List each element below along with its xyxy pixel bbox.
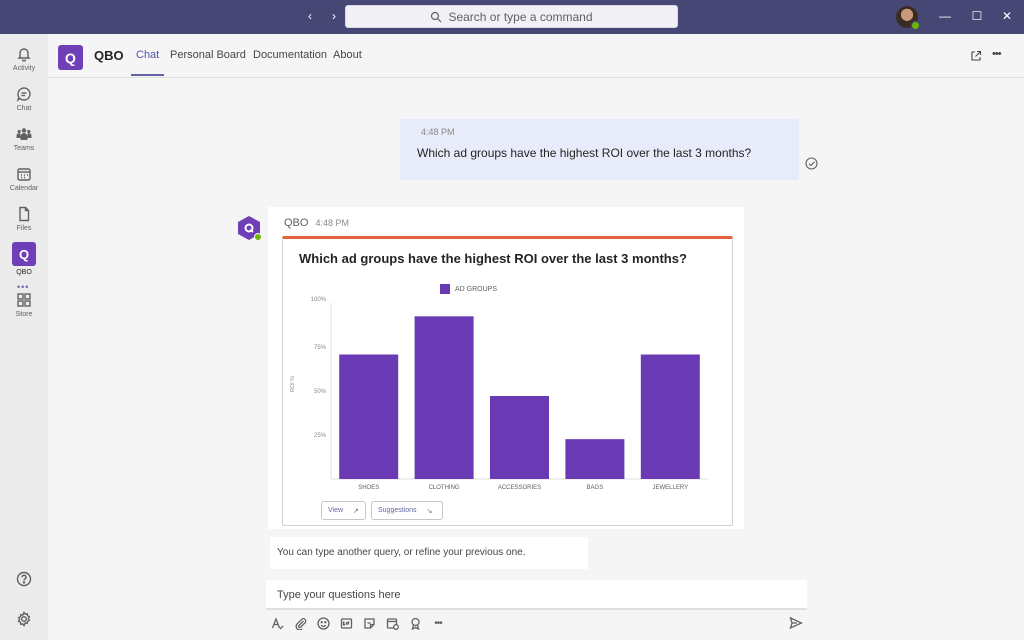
chart-legend: AD GROUPS	[440, 284, 497, 294]
app-rail: Activity Chat Teams Calendar Files Q QBO…	[0, 34, 48, 640]
suggestions-button-label: Suggestions	[378, 507, 417, 514]
compose-toolbar: •••	[270, 616, 445, 630]
presence-available-icon	[911, 21, 920, 30]
rail-label: Chat	[16, 105, 32, 112]
tab-chat[interactable]: Chat	[136, 49, 160, 61]
gif-icon[interactable]	[339, 616, 353, 630]
chat-icon	[16, 87, 31, 102]
store-icon	[17, 293, 31, 307]
search-placeholder: Search or type a command	[448, 9, 593, 24]
more-actions-icon[interactable]: •••	[434, 617, 443, 629]
rail-label: Activity	[12, 65, 36, 72]
qbo-bot-avatar[interactable]	[236, 215, 262, 241]
format-icon[interactable]	[270, 616, 284, 630]
settings-gear-icon[interactable]	[16, 611, 32, 627]
app-name: QBO	[94, 48, 124, 63]
message-timestamp: 4:48 PM	[315, 218, 350, 228]
sticker-icon[interactable]	[362, 616, 376, 630]
send-icon[interactable]	[789, 616, 804, 630]
tab-documentation[interactable]: Documentation	[253, 49, 327, 61]
praise-icon[interactable]	[408, 616, 422, 630]
hint-message: You can type another query, or refine yo…	[270, 537, 588, 569]
rail-item-qbo[interactable]: Q QBO	[0, 242, 48, 276]
schedule-meeting-icon[interactable]	[385, 616, 399, 630]
help-icon[interactable]	[16, 571, 32, 587]
compose-input[interactable]: Type your questions here	[266, 580, 807, 610]
rail-label: Teams	[13, 145, 35, 152]
teams-icon	[16, 128, 32, 140]
forward-button[interactable]: ›	[332, 9, 336, 23]
read-receipt-icon	[805, 157, 818, 170]
qbo-app-logo: Q	[58, 45, 83, 70]
qbo-logo: Q	[12, 242, 36, 266]
bell-icon	[17, 48, 31, 62]
title-bar: ‹ › Search or type a command — ☐ ✕	[0, 0, 1024, 34]
rail-item-store[interactable]: Store	[0, 292, 48, 318]
sender-name: QBO	[284, 217, 309, 229]
attach-icon[interactable]	[293, 616, 307, 630]
rail-item-chat[interactable]: Chat	[0, 86, 48, 112]
down-arrow-icon: ↘	[426, 507, 433, 515]
emoji-icon[interactable]	[316, 616, 330, 630]
adaptive-card	[282, 236, 733, 526]
app-header: Q QBO Chat Personal Board Documentation …	[48, 34, 1024, 78]
sent-message[interactable]: 4:48 PM Which ad groups have the highest…	[400, 119, 799, 180]
popout-icon[interactable]	[970, 50, 982, 62]
more-options-icon[interactable]: •••	[992, 48, 1002, 60]
rail-item-activity[interactable]: Activity	[0, 46, 48, 72]
nav-arrows: ‹ ›	[303, 9, 341, 23]
calendar-icon	[17, 168, 31, 181]
rail-label: QBO	[16, 269, 32, 276]
view-button-label: View	[328, 507, 344, 514]
legend-label: AD GROUPS	[455, 285, 498, 293]
more-apps-icon[interactable]: •••	[17, 282, 30, 292]
user-avatar[interactable]	[896, 6, 920, 30]
file-icon	[19, 206, 30, 222]
back-button[interactable]: ‹	[308, 9, 312, 23]
rail-item-files[interactable]: Files	[0, 206, 48, 232]
search-icon	[431, 11, 442, 22]
rail-item-calendar[interactable]: Calendar	[0, 166, 48, 192]
legend-swatch	[440, 284, 450, 294]
view-button[interactable]: View ↗	[321, 501, 366, 520]
rail-item-teams[interactable]: Teams	[0, 126, 48, 152]
message-timestamp: 4:48 PM	[421, 127, 455, 137]
active-tab-indicator	[131, 74, 164, 76]
bot-message-header: QBO 4:48 PM	[284, 217, 349, 229]
message-text: Which ad groups have the highest ROI ove…	[417, 146, 752, 160]
search-input[interactable]: Search or type a command	[345, 5, 678, 28]
maximize-button[interactable]: ☐	[971, 9, 983, 23]
rail-label: Calendar	[9, 185, 39, 192]
rail-label: Files	[16, 225, 32, 232]
card-title: Which ad groups have the highest ROI ove…	[299, 251, 687, 266]
tab-personal-board[interactable]: Personal Board	[170, 49, 246, 61]
external-arrow-icon: ↗	[353, 507, 359, 515]
suggestions-button[interactable]: Suggestions ↘	[371, 501, 443, 520]
minimize-button[interactable]: —	[939, 9, 951, 23]
rail-label: Store	[15, 311, 33, 318]
tab-about[interactable]: About	[333, 49, 362, 61]
close-button[interactable]: ✕	[1001, 9, 1013, 23]
